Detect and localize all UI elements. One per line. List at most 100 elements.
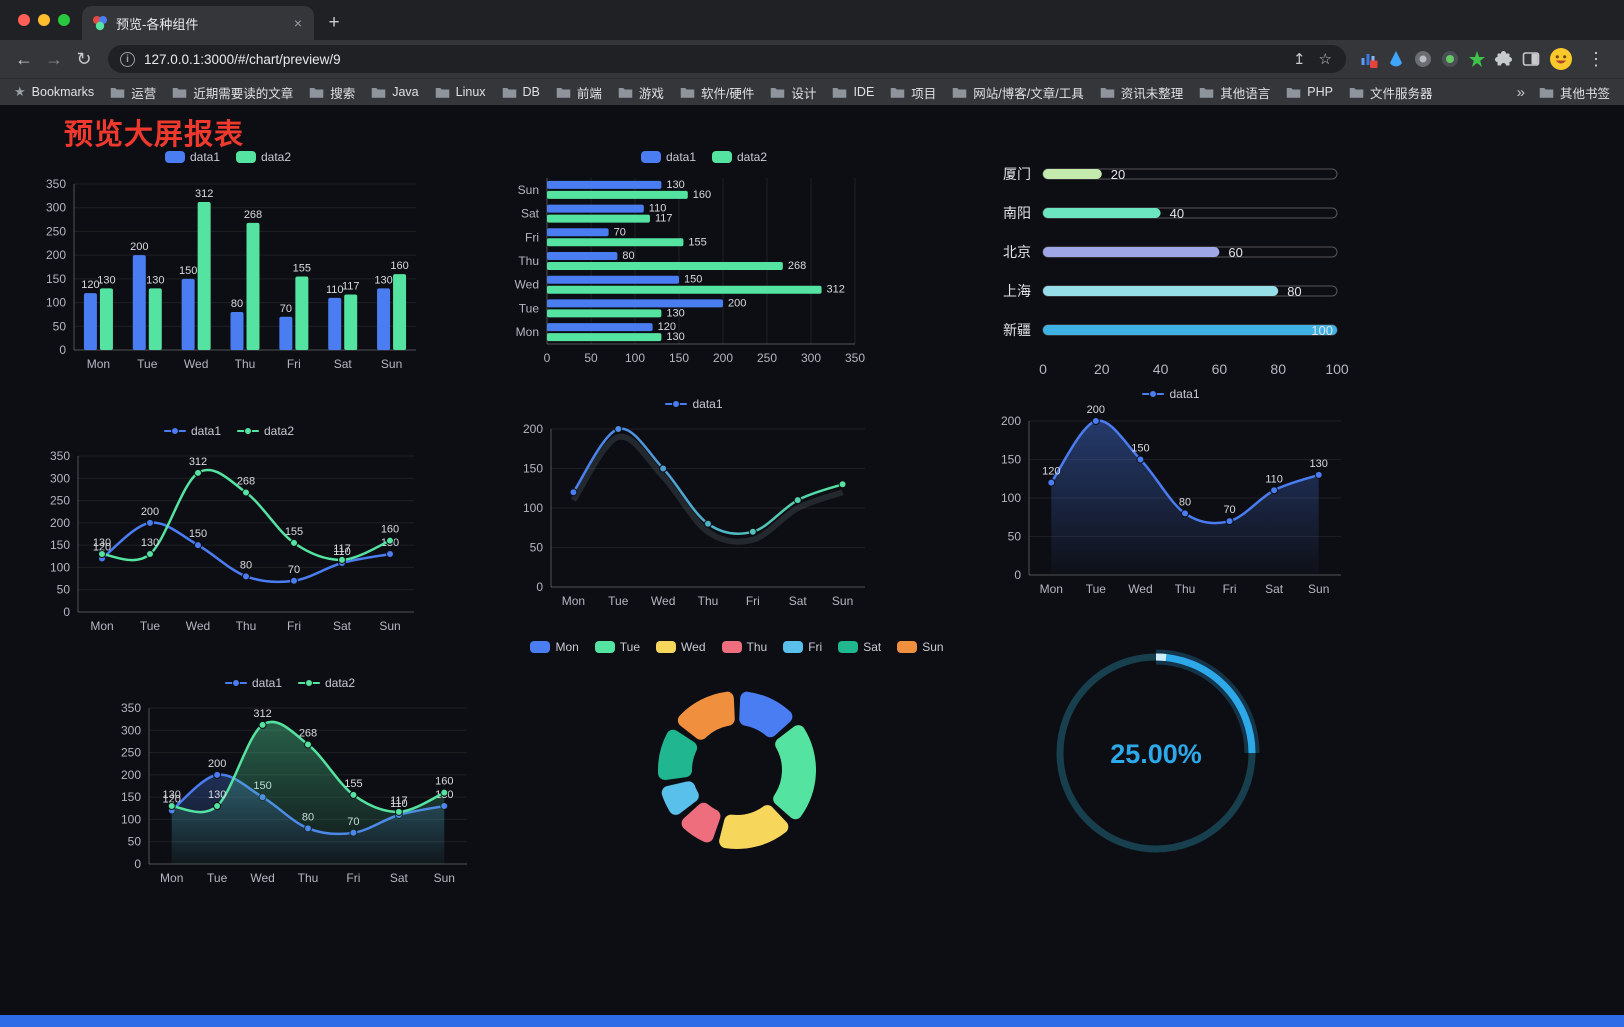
extension-icon-circle-green[interactable]	[1441, 50, 1459, 68]
svg-text:200: 200	[523, 422, 543, 436]
bookmarks-root-item[interactable]: ★ Bookmarks	[14, 84, 94, 100]
tab-close-icon[interactable]: ×	[293, 15, 302, 31]
svg-text:70: 70	[288, 564, 300, 576]
legend-marker	[530, 641, 551, 653]
svg-text:150: 150	[1001, 453, 1021, 467]
profile-avatar[interactable]	[1549, 47, 1573, 71]
svg-text:200: 200	[50, 516, 70, 530]
bookmark-folder[interactable]: 软件/硬件	[680, 83, 754, 102]
minimize-window-button[interactable]	[38, 14, 50, 26]
legend-item[interactable]: Sun	[897, 640, 944, 654]
legend-item[interactable]: data2	[237, 424, 294, 438]
menu-icon[interactable]: ⋮	[1587, 48, 1605, 69]
folder-icon	[371, 87, 386, 98]
legend-item[interactable]: data1	[640, 150, 696, 164]
legend-item[interactable]: data2	[236, 150, 291, 164]
bookmark-folder[interactable]: 前端	[556, 83, 602, 102]
svg-text:200: 200	[1087, 405, 1105, 416]
svg-text:130: 130	[666, 179, 684, 191]
legend-item[interactable]: Tue	[594, 640, 640, 654]
svg-text:160: 160	[381, 524, 399, 536]
bookmarks-overflow-icon[interactable]: »	[1516, 83, 1525, 101]
legend-item[interactable]: Thu	[721, 640, 767, 654]
bookmark-folder[interactable]: 搜索	[309, 83, 355, 102]
svg-text:155: 155	[688, 236, 706, 248]
legend-item[interactable]: Wed	[656, 640, 706, 654]
svg-text:130: 130	[146, 274, 164, 286]
bookmark-folder[interactable]: 项目	[890, 83, 936, 102]
split-view-icon[interactable]	[1522, 50, 1540, 68]
omnibox[interactable]: i 127.0.0.1:3000/#/chart/preview/9 ↥ ☆	[108, 45, 1346, 73]
svg-text:160: 160	[435, 776, 453, 788]
bookmark-folder[interactable]: DB	[502, 85, 540, 99]
svg-text:Thu: Thu	[518, 254, 539, 268]
legend-item[interactable]: data1	[1142, 387, 1200, 401]
bookmark-star-icon[interactable]: ☆	[1318, 51, 1332, 68]
bookmark-folder[interactable]: Linux	[435, 85, 486, 99]
legend-item[interactable]: data1	[163, 424, 221, 438]
svg-text:60: 60	[1212, 361, 1228, 377]
legend-label: Mon	[555, 640, 579, 654]
bookmark-folder[interactable]: 游戏	[618, 83, 664, 102]
tab-favicon	[93, 16, 107, 31]
svg-text:70: 70	[614, 226, 626, 238]
bookmark-folder[interactable]: 运营	[110, 83, 156, 102]
bar-horizontal-legend: data1 data2	[505, 146, 903, 168]
folder-icon	[618, 87, 633, 98]
legend-item[interactable]: Mon	[530, 640, 579, 654]
extension-icon-drop[interactable]	[1387, 50, 1405, 68]
bookmark-folder[interactable]: Java	[371, 85, 419, 99]
bookmark-folder[interactable]: 设计	[770, 83, 816, 102]
svg-text:0: 0	[63, 605, 70, 619]
reload-button[interactable]: ↻	[76, 48, 92, 69]
chart-line-double: data1 data2 0 50 100 150 200 250 300 350 Mon Tue Wed…	[30, 420, 428, 648]
extension-icon-circle-dark[interactable]	[1414, 50, 1432, 68]
bookmark-folder[interactable]: 资讯未整理	[1100, 83, 1183, 102]
new-tab-button[interactable]: +	[328, 12, 340, 33]
bookmark-folder[interactable]: 其他语言	[1199, 83, 1270, 102]
extension-icon-stats[interactable]	[1360, 50, 1378, 68]
svg-text:Sat: Sat	[334, 357, 353, 371]
url-text[interactable]: 127.0.0.1:3000/#/chart/preview/9	[144, 51, 341, 67]
svg-text:Fri: Fri	[525, 230, 539, 244]
site-info-icon[interactable]: i	[120, 51, 135, 67]
svg-text:Sat: Sat	[1265, 582, 1284, 596]
browser-tab[interactable]: 预览-各种组件 ×	[82, 6, 314, 40]
bookmark-folder[interactable]: 网站/博客/文章/工具	[952, 83, 1084, 102]
legend-item[interactable]: data1	[224, 676, 282, 690]
svg-text:100: 100	[1001, 491, 1021, 505]
legend-marker	[721, 641, 742, 653]
other-bookmarks-item[interactable]: 其他书签	[1539, 83, 1610, 102]
svg-text:0: 0	[134, 857, 141, 871]
svg-text:0: 0	[1014, 568, 1021, 582]
svg-text:117: 117	[333, 543, 351, 555]
legend-item[interactable]: Fri	[783, 640, 822, 654]
zoom-window-button[interactable]	[58, 14, 70, 26]
svg-text:150: 150	[523, 462, 543, 476]
legend-item[interactable]: Sat	[838, 640, 881, 654]
legend-item[interactable]: data2	[298, 676, 355, 690]
svg-text:Thu: Thu	[236, 619, 257, 633]
forward-button[interactable]: →	[45, 48, 63, 69]
close-window-button[interactable]	[18, 14, 30, 26]
bookmark-folder[interactable]: 文件服务器	[1349, 83, 1432, 102]
back-button[interactable]: ←	[15, 48, 33, 69]
bookmark-folder-label: 运营	[131, 86, 157, 101]
svg-text:150: 150	[1131, 443, 1149, 455]
share-icon[interactable]: ↥	[1292, 51, 1306, 68]
bookmark-folder[interactable]: 近期需要读的文章	[172, 83, 293, 102]
legend-item[interactable]: data1	[164, 150, 220, 164]
svg-text:155: 155	[293, 262, 311, 274]
line-area-double-canvas: 0 50 100 150 200 250 300 350 Mon Tue Wed Thu Fri Sat S…	[121, 701, 467, 885]
line-double-legend: data1 data2	[30, 420, 428, 442]
bookmarks-root-label: Bookmarks	[31, 85, 95, 99]
extensions-puzzle-icon[interactable]	[1495, 50, 1513, 68]
legend-item[interactable]: data2	[712, 150, 767, 164]
legend-marker	[237, 426, 259, 436]
legend-item[interactable]: data1	[665, 397, 723, 411]
svg-text:150: 150	[684, 274, 702, 286]
other-bookmarks-label: 其他书签	[1559, 86, 1610, 101]
bookmark-folder[interactable]: PHP	[1286, 85, 1333, 99]
bookmark-folder[interactable]: IDE	[832, 85, 874, 99]
extension-icon-star-green[interactable]	[1468, 50, 1486, 68]
